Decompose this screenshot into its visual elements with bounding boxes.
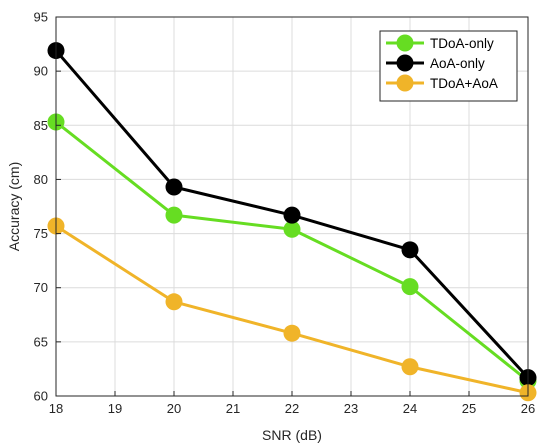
legend-label: AoA-only (430, 56, 485, 71)
y-axis-ticks: 60 65 70 75 80 85 90 95 (34, 10, 61, 404)
x-tick-label: 18 (49, 401, 63, 416)
y-tick-label: 65 (34, 334, 48, 349)
x-tick-label: 25 (462, 401, 476, 416)
legend: TDoA-only AoA-only TDoA+AoA (379, 30, 518, 102)
x-axis-label: SNR (dB) (262, 427, 322, 443)
data-point (283, 220, 301, 238)
data-point (401, 278, 419, 296)
legend-item: TDoA+AoA (386, 74, 498, 92)
legend-item: AoA-only (386, 54, 485, 72)
legend-item: TDoA-only (386, 34, 494, 52)
data-point (165, 206, 183, 224)
data-point (283, 324, 301, 342)
x-tick-label: 19 (108, 401, 122, 416)
y-tick-label: 85 (34, 118, 48, 133)
data-point (401, 241, 419, 259)
y-tick-label: 80 (34, 172, 48, 187)
x-tick-label: 20 (167, 401, 181, 416)
legend-marker (396, 34, 414, 52)
legend-marker (396, 74, 414, 92)
y-tick-label: 60 (34, 389, 48, 404)
series-layer (47, 42, 537, 402)
series-aoa-only (47, 42, 537, 387)
series-tdoa-aoa (47, 217, 537, 402)
y-tick-label: 75 (34, 226, 48, 241)
x-tick-label: 22 (285, 401, 299, 416)
data-point (283, 206, 301, 224)
y-tick-label: 90 (34, 64, 48, 79)
y-axis-label: Accuracy (cm) (6, 162, 22, 251)
data-point (401, 358, 419, 376)
x-tick-label: 26 (521, 401, 535, 416)
data-point (165, 178, 183, 196)
x-tick-label: 21 (226, 401, 240, 416)
y-tick-label: 95 (34, 10, 48, 25)
x-axis-ticks: 18 19 20 21 22 23 24 25 26 (49, 391, 535, 416)
data-point (165, 293, 183, 311)
x-tick-label: 23 (344, 401, 358, 416)
legend-label: TDoA+AoA (430, 76, 498, 91)
x-tick-label: 24 (403, 401, 417, 416)
legend-label: TDoA-only (430, 36, 494, 51)
legend-marker (396, 54, 414, 72)
y-tick-label: 70 (34, 280, 48, 295)
